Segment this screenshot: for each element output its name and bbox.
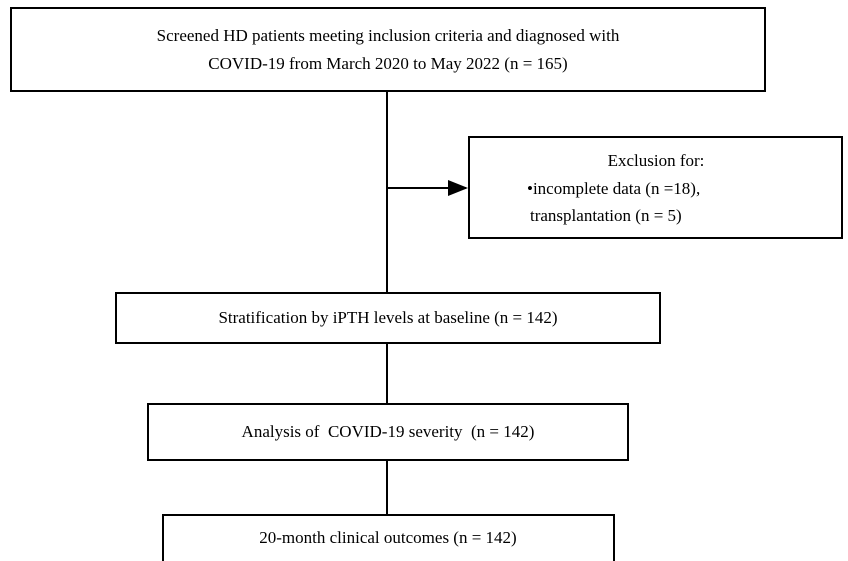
box-text: Stratification by iPTH levels at baselin… [218,308,557,327]
box-text: Exclusion for: [608,151,705,170]
severity-box [147,403,629,461]
screening-box [10,7,766,92]
exclusion-box [468,136,843,239]
box-text: COVID-19 from March 2020 to May 2022 (n … [208,54,567,73]
box-text: Screened HD patients meeting inclusion c… [157,26,620,45]
box-text: •incomplete data (n =18), [527,179,700,198]
box-text: transplantation (n = 5) [530,206,682,225]
outcomes-box [162,514,615,561]
box-text: Analysis of COVID-19 severity (n = 142) [242,422,535,441]
box-text: 20-month clinical outcomes (n = 142) [259,528,516,547]
stratification-box [115,292,661,344]
